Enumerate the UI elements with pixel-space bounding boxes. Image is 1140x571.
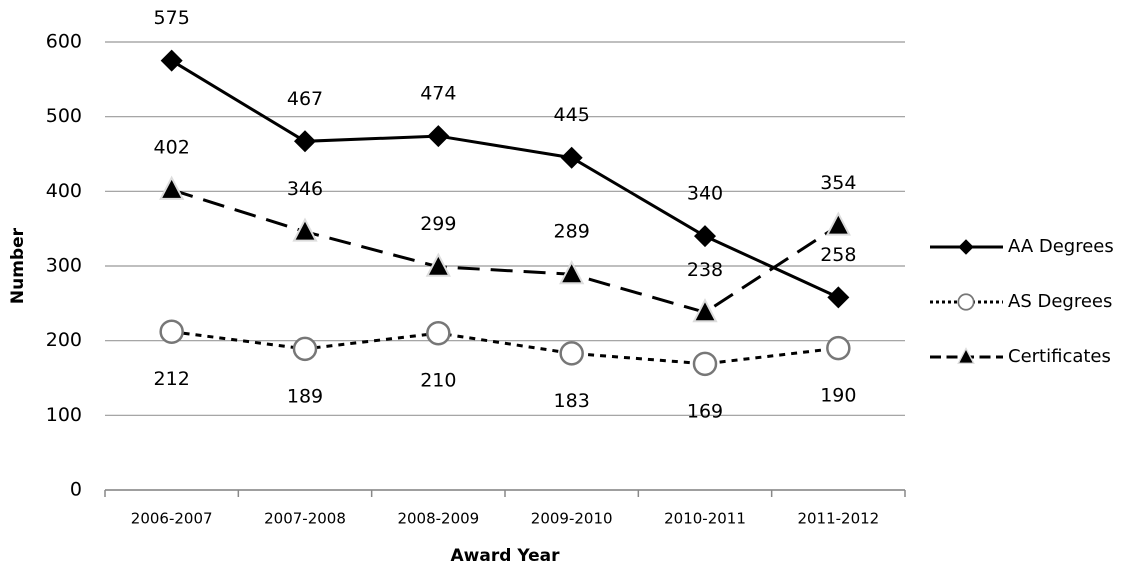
marker — [826, 335, 851, 361]
y-axis-title: Number — [8, 227, 28, 304]
series-line — [171, 330, 839, 366]
marker — [426, 320, 451, 346]
marker — [292, 336, 318, 362]
data-label: 299 — [420, 213, 456, 235]
series-line — [170, 59, 839, 299]
y-tick-label: 100 — [46, 404, 82, 426]
data-label: 289 — [554, 221, 590, 243]
data-label: 189 — [287, 385, 323, 407]
legend-label: AA Degrees — [1008, 236, 1114, 257]
marker — [694, 225, 716, 248]
marker — [827, 286, 850, 309]
data-label: 402 — [154, 136, 190, 158]
x-tick-label: 2006-2007 — [131, 510, 213, 528]
data-label: 445 — [554, 104, 590, 126]
marker — [160, 49, 183, 72]
x-axis-title: Award Year — [451, 546, 561, 566]
marker — [957, 347, 975, 365]
x-tick-label: 2009-2010 — [531, 510, 613, 528]
marker — [958, 239, 974, 255]
data-label: 467 — [287, 88, 323, 110]
marker — [425, 252, 451, 277]
marker — [559, 260, 585, 285]
data-label: 575 — [154, 7, 190, 29]
data-label: 340 — [687, 183, 723, 205]
y-tick-label: 200 — [46, 329, 82, 351]
marker — [292, 217, 318, 242]
marker — [825, 211, 851, 236]
data-label: 258 — [820, 244, 856, 266]
marker — [159, 175, 185, 200]
data-label: 346 — [287, 178, 323, 200]
y-tick-label: 500 — [46, 105, 82, 127]
marker — [692, 351, 718, 377]
data-label: 238 — [687, 259, 723, 281]
marker — [560, 146, 583, 169]
data-label: 474 — [420, 83, 456, 105]
data-label: 212 — [154, 368, 190, 390]
data-label: 354 — [820, 172, 856, 194]
data-label: 169 — [687, 400, 723, 422]
marker — [692, 298, 718, 323]
x-tick-label: 2007-2008 — [264, 510, 346, 528]
y-tick-label: 600 — [46, 31, 82, 53]
x-tick-label: 2011-2012 — [797, 510, 879, 528]
x-tick-label: 2010-2011 — [664, 510, 746, 528]
legend-label: Certificates — [1008, 346, 1111, 367]
marker — [957, 293, 975, 311]
data-label: 183 — [554, 390, 590, 412]
legend-label: AS Degrees — [1008, 291, 1112, 312]
series-line — [171, 188, 840, 314]
data-label: 190 — [820, 385, 856, 407]
marker — [294, 130, 316, 153]
marker — [427, 125, 450, 148]
marker — [559, 341, 584, 366]
x-tick-label: 2008-2009 — [397, 510, 479, 528]
y-tick-label: 400 — [46, 180, 82, 202]
y-tick-label: 300 — [46, 255, 82, 277]
data-label: 210 — [420, 370, 456, 392]
marker — [159, 319, 184, 344]
y-tick-label: 0 — [70, 479, 82, 501]
